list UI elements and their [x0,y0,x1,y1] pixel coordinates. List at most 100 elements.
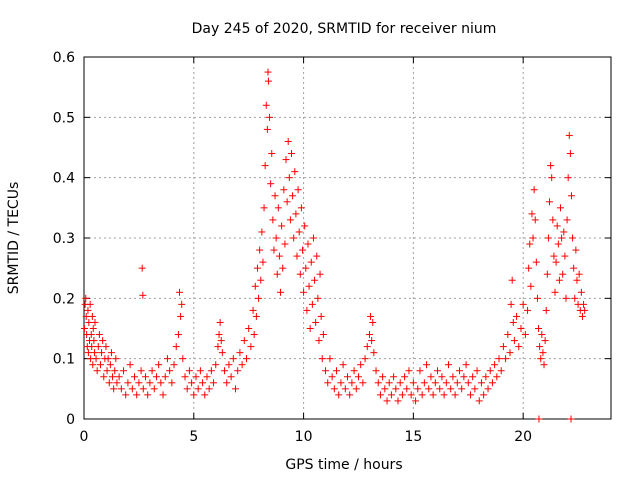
x-tick-label: 5 [189,429,198,445]
data-point [403,385,411,393]
data-point [423,361,431,369]
data-point [203,373,211,381]
data-point [559,270,567,278]
data-point [312,318,320,326]
data-point [495,355,503,363]
data-point [146,379,154,387]
data-point [477,379,485,387]
data-point [120,367,128,375]
x-tick-label: 15 [404,429,422,445]
data-point [135,379,143,387]
data-point [166,367,174,375]
data-point [570,264,578,272]
data-point [554,240,562,248]
data-point [551,288,559,296]
data-point [577,288,585,296]
data-point [281,240,289,248]
data-point [499,343,507,351]
data-point [242,355,250,363]
data-point [341,385,349,393]
data-point [372,367,380,375]
data-point [567,192,575,200]
data-point [275,252,283,260]
data-point [333,367,341,375]
data-point [357,361,365,369]
data-point [138,264,146,272]
data-point [250,331,258,339]
data-point [447,385,455,393]
data-point [152,373,160,381]
data-point [359,379,367,387]
data-point [280,186,288,194]
data-point [232,385,240,393]
data-point [286,216,294,224]
y-tick-label: 0.4 [53,171,75,187]
data-point [289,192,297,200]
data-point [303,306,311,314]
data-point [493,373,501,381]
data-point [155,361,163,369]
data-point [316,270,324,278]
data-point [491,361,499,369]
data-point [475,397,483,405]
data-point [324,379,332,387]
data-point [109,373,117,381]
data-point [249,306,257,314]
data-point [361,355,369,363]
data-point [218,349,226,357]
data-point [137,367,145,375]
data-point [252,312,260,320]
data-point [260,204,268,212]
data-point [266,113,274,121]
data-point [407,391,415,399]
plot-area-frame [83,56,612,420]
data-point [126,361,134,369]
data-point [297,204,305,212]
data-point [229,355,237,363]
data-point [538,331,546,339]
data-point [284,137,292,145]
data-point [524,306,532,314]
data-point [139,291,147,299]
data-point [563,216,571,224]
data-point [84,306,92,314]
data-point [429,391,437,399]
data-point [502,355,510,363]
data-point [307,258,315,266]
data-point [486,367,494,375]
data-point [112,355,120,363]
data-point [543,270,551,278]
data-point [215,331,223,339]
data-point [106,361,114,369]
data-point [566,150,574,158]
data-point [295,228,303,236]
data-point [510,337,518,345]
data-point [346,391,354,399]
data-point [107,349,115,357]
data-point [305,282,313,290]
data-point [328,373,336,381]
data-point [301,222,309,230]
data-point [99,337,107,345]
data-point [170,361,178,369]
data-point [201,391,209,399]
data-point [113,379,121,387]
data-point [144,391,152,399]
data-point [207,367,215,375]
data-point [528,210,536,218]
data-point [257,276,265,284]
data-point [296,270,304,278]
data-point [96,361,104,369]
data-point [264,68,272,76]
data-point [139,385,147,393]
data-point [392,385,400,393]
data-point [394,397,402,405]
data-point [105,379,113,387]
data-point [565,131,573,139]
data-point [418,391,426,399]
data-point [405,367,413,375]
data-point [141,373,149,381]
data-point [278,222,286,230]
data-point [369,318,377,326]
data-point [190,391,198,399]
